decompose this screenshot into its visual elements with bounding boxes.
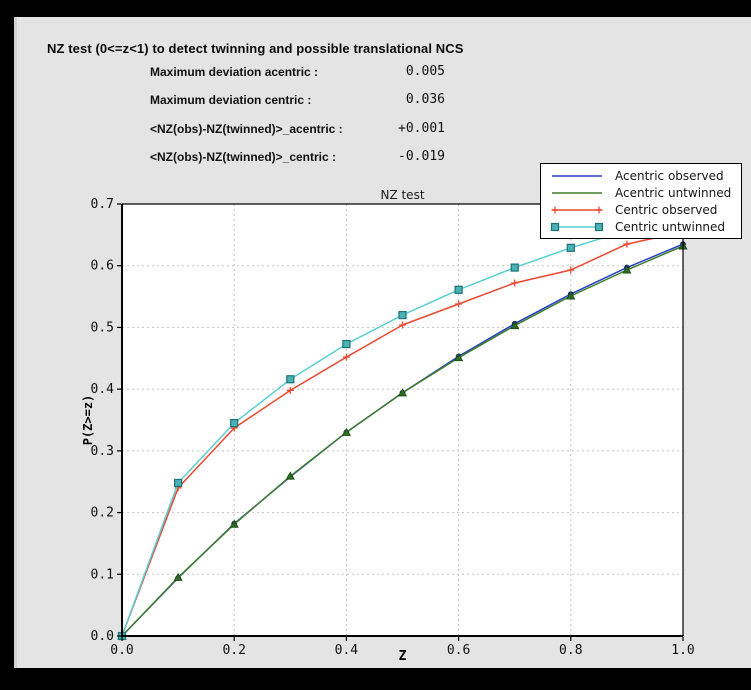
x-tick-label: 0.8	[559, 643, 582, 658]
legend-item-centric-untwinned: Centric untwinned	[545, 218, 736, 235]
y-tick-label: 0.0	[91, 629, 114, 644]
y-tick-label: 0.5	[91, 320, 114, 335]
x-axis-label: Z	[398, 649, 407, 664]
y-tick-label: 0.6	[91, 259, 114, 274]
legend-item-acentric-untwinned: Acentric untwinned	[545, 184, 736, 201]
page-title: NZ test (0<=z<1) to detect twinning and …	[47, 41, 464, 56]
plot-area	[122, 204, 683, 636]
y-tick-label: 0.2	[91, 506, 114, 521]
x-tick-label: 0.0	[110, 643, 133, 658]
legend-swatch-acentric-untwinned	[552, 191, 602, 194]
chart-title: NZ test	[380, 188, 425, 202]
chart-legend: Acentric observed Acentric untwinned Centr…	[540, 163, 742, 239]
axis-ticks	[117, 203, 684, 641]
y-tick-label: 0.7	[91, 197, 114, 212]
legend-label-acentric-observed: Acentric observed	[615, 168, 724, 183]
x-tick-label: 0.4	[335, 643, 359, 658]
y-tick-label: 0.3	[91, 444, 114, 459]
x-tick-label: 1.0	[671, 643, 694, 658]
y-axis-label: P(Z>=z)	[81, 394, 95, 446]
stat-label-mean-dev-centric: <NZ(obs)-NZ(twinned)>_centric :	[150, 150, 337, 164]
legend-item-centric-observed: Centric observed	[545, 201, 736, 218]
legend-swatch-centric-untwinned	[550, 222, 604, 231]
legend-item-acentric-observed: Acentric observed	[545, 167, 736, 184]
stat-value-mean-dev-acentric: +0.001	[398, 121, 445, 136]
y-tick-label: 0.1	[91, 567, 114, 582]
x-tick-label: 0.2	[222, 643, 245, 658]
x-tick-label: 0.6	[447, 643, 470, 658]
stat-value-max-dev-centric: 0.036	[405, 92, 445, 107]
legend-label-centric-observed: Centric observed	[615, 202, 718, 217]
legend-swatch-acentric-observed	[552, 174, 602, 177]
stat-label-mean-dev-acentric: <NZ(obs)-NZ(twinned)>_acentric :	[150, 122, 343, 136]
stat-value-mean-dev-centric: -0.019	[398, 149, 445, 164]
stat-value-max-dev-acentric: 0.005	[405, 64, 445, 79]
legend-label-centric-untwinned: Centric untwinned	[615, 219, 726, 234]
legend-swatch-centric-observed	[551, 206, 603, 213]
legend-label-acentric-untwinned: Acentric untwinned	[615, 185, 732, 200]
stat-label-max-dev-acentric: Maximum deviation acentric :	[150, 65, 319, 79]
stat-label-max-dev-centric: Maximum deviation centric :	[150, 93, 312, 107]
y-tick-label: 0.4	[91, 382, 115, 397]
